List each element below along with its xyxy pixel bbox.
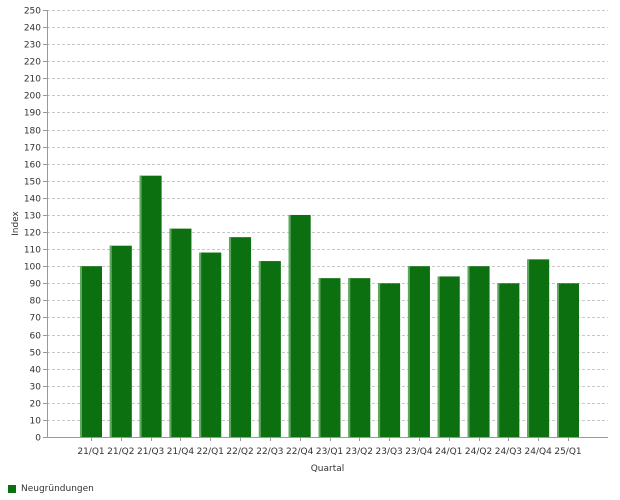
bar [407, 266, 430, 437]
y-tick-label: 160 [24, 161, 41, 171]
y-axis-ticks: 0 10 20 30 40 50 60 70 80 90 100 110 120 130 140 150 160… [24, 7, 47, 444]
y-tick-label: 70 [30, 314, 42, 324]
x-tick-label: 23/Q4 [405, 447, 433, 457]
y-tick-label: 210 [24, 75, 41, 85]
bar-highlight [199, 252, 202, 437]
y-tick-label: 250 [24, 7, 41, 17]
x-tick-label: 21/Q3 [137, 447, 164, 457]
y-tick-label: 120 [24, 229, 41, 239]
bar [199, 252, 222, 437]
y-tick-label: 100 [24, 263, 41, 273]
bar [229, 237, 252, 437]
bar-highlight [288, 214, 291, 437]
legend: Neugründungen [8, 484, 94, 494]
y-tick-label: 200 [24, 92, 41, 102]
bar [467, 266, 490, 437]
y-tick-label: 40 [30, 366, 42, 376]
y-tick-label: 220 [24, 58, 41, 68]
x-tick-label: 22/Q4 [286, 447, 314, 457]
bar-highlight [229, 237, 232, 437]
bars [80, 175, 579, 437]
x-tick-label: 22/Q3 [256, 447, 283, 457]
bar-highlight [258, 261, 261, 437]
bar [139, 175, 162, 437]
bar-highlight [557, 283, 559, 437]
bar [258, 261, 281, 437]
y-tick-label: 180 [24, 127, 41, 137]
bar [557, 283, 579, 437]
bar [80, 266, 102, 437]
bar [318, 278, 341, 437]
y-tick-label: 90 [30, 280, 42, 290]
bar-highlight [348, 278, 351, 437]
y-tick-label: 10 [30, 417, 42, 427]
y-tick-label: 30 [30, 383, 42, 393]
y-tick-label: 130 [24, 212, 41, 222]
bar [437, 276, 460, 437]
bar-highlight [169, 228, 172, 437]
bar [378, 283, 401, 437]
x-axis-ticks: 21/Q1 21/Q2 21/Q3 21/Q4 22/Q1 22/Q2 22/Q3 22/Q4… [77, 437, 582, 457]
bar-highlight [139, 175, 142, 437]
x-tick-label: 24/Q3 [495, 447, 522, 457]
x-tick-label: 22/Q1 [197, 447, 224, 457]
bar [288, 214, 311, 437]
bar-highlight [378, 283, 381, 437]
x-tick-label: 21/Q2 [107, 447, 134, 457]
x-tick-label: 24/Q4 [525, 447, 553, 457]
x-tick-label: 22/Q2 [226, 447, 253, 457]
x-tick-label: 25/Q1 [554, 447, 581, 457]
x-axis-title: Quartal [311, 464, 345, 474]
bar [348, 278, 371, 437]
bar-highlight [80, 266, 82, 437]
bar-highlight [437, 276, 440, 437]
bar [497, 283, 520, 437]
y-tick-label: 140 [24, 195, 41, 205]
y-tick-label: 0 [35, 434, 41, 444]
y-tick-label: 80 [30, 297, 42, 307]
bar-highlight [109, 245, 112, 437]
y-tick-label: 240 [24, 24, 41, 34]
y-tick-label: 170 [24, 144, 41, 154]
bar-highlight [497, 283, 500, 437]
y-tick-label: 110 [24, 246, 41, 256]
x-tick-label: 21/Q1 [77, 447, 104, 457]
y-axis-title: Index [11, 210, 21, 235]
bar [169, 228, 192, 437]
bar [109, 245, 132, 437]
bar-highlight [407, 266, 410, 437]
bar-highlight [318, 278, 321, 437]
bar-highlight [527, 259, 530, 437]
x-tick-label: 23/Q3 [375, 447, 402, 457]
x-tick-label: 23/Q2 [346, 447, 373, 457]
legend-label: Neugründungen [21, 484, 94, 494]
x-tick-label: 24/Q1 [435, 447, 462, 457]
x-tick-label: 24/Q2 [465, 447, 492, 457]
y-tick-label: 230 [24, 41, 41, 51]
y-tick-label: 190 [24, 109, 41, 119]
y-tick-label: 20 [30, 400, 42, 410]
x-tick-label: 23/Q1 [316, 447, 343, 457]
bar-highlight [467, 266, 470, 437]
y-tick-label: 60 [30, 332, 42, 342]
bar [527, 259, 550, 437]
y-tick-label: 50 [30, 349, 42, 359]
legend-swatch [8, 485, 16, 493]
y-tick-label: 150 [24, 178, 41, 188]
x-tick-label: 21/Q4 [167, 447, 195, 457]
